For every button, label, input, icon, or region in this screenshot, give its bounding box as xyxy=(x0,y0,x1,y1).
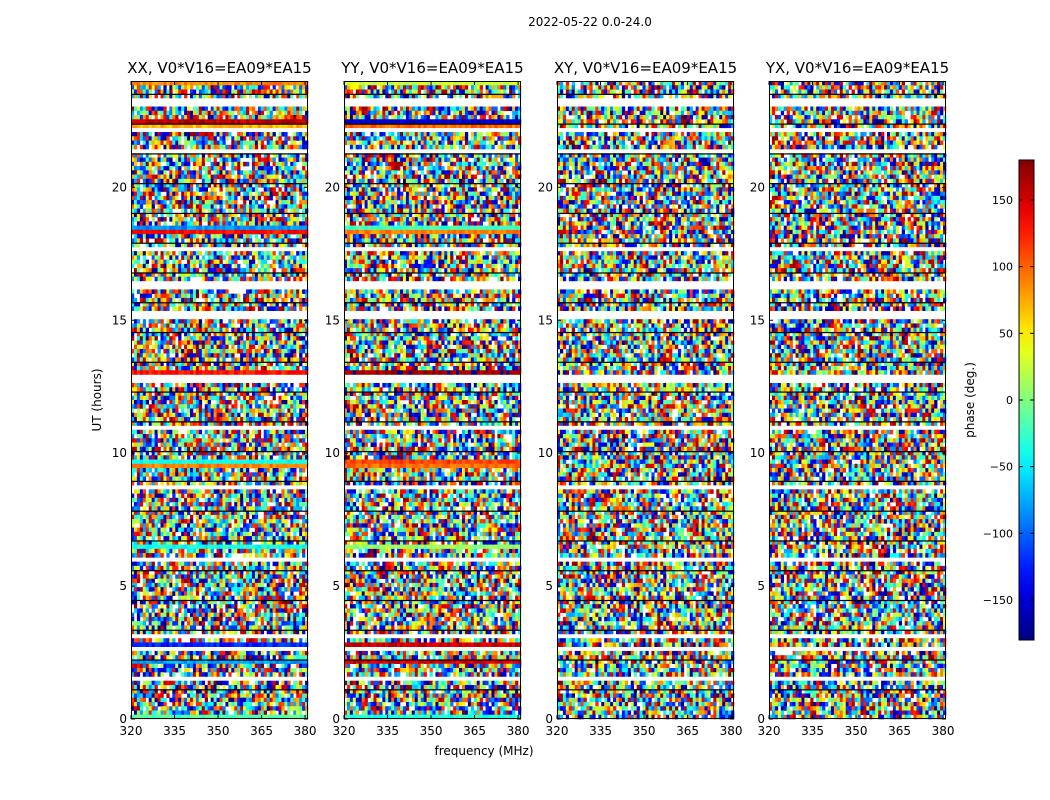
y-tick-label: 10 xyxy=(112,446,127,460)
phase-waterfall xyxy=(557,81,735,720)
y-tick-label: 20 xyxy=(538,180,553,194)
phase-waterfall xyxy=(344,81,522,720)
x-tick-label: 335 xyxy=(589,724,612,738)
y-tick-label: 15 xyxy=(750,313,765,327)
panel-title: XY, V0*V16=EA09*EA15 xyxy=(554,59,737,77)
panel-yy: YY, V0*V16=EA09*EA15 320 335 350 365 380 0 5 10 1… xyxy=(325,59,530,738)
panel-title: YX, V0*V16=EA09*EA15 xyxy=(765,59,949,77)
y-tick-label: 20 xyxy=(112,180,127,194)
x-tick-label: 350 xyxy=(633,724,656,738)
y-tick-label: 10 xyxy=(325,446,340,460)
colorbar-tick-label: 150 xyxy=(992,194,1013,207)
panel-yx: YX, V0*V16=EA09*EA15 320 335 350 365 380 0 5 10 1… xyxy=(750,59,955,738)
phase-waterfall xyxy=(131,81,309,720)
x-tick-label: 365 xyxy=(463,724,486,738)
x-tick-label: 335 xyxy=(163,724,186,738)
colorbar-label: phase (deg.) xyxy=(963,362,977,438)
x-tick-label: 320 xyxy=(333,724,356,738)
y-tick-label: 15 xyxy=(325,313,340,327)
x-tick-label: 350 xyxy=(845,724,868,738)
phase-waterfall xyxy=(769,81,947,720)
x-tick-label: 380 xyxy=(507,724,530,738)
x-tick-label: 320 xyxy=(546,724,569,738)
x-axis-label: frequency (MHz) xyxy=(434,744,533,758)
colorbar-tick-label: −150 xyxy=(983,594,1013,607)
y-tick-label: 20 xyxy=(750,180,765,194)
y-tick-label: 15 xyxy=(538,313,553,327)
y-tick-label: 0 xyxy=(332,712,340,726)
panel-frame xyxy=(769,81,946,719)
y-tick-label: 10 xyxy=(750,446,765,460)
x-tick-label: 365 xyxy=(888,724,911,738)
x-tick-label: 365 xyxy=(676,724,699,738)
x-tick-label: 320 xyxy=(758,724,781,738)
panel-frame xyxy=(131,81,308,719)
x-tick-label: 380 xyxy=(932,724,955,738)
y-tick-label: 10 xyxy=(538,446,553,460)
y-tick-label: 15 xyxy=(112,313,127,327)
panels: XX, V0*V16=EA09*EA15 320 335 350 365 380 0 5 10 1… xyxy=(112,59,955,738)
x-tick-label: 335 xyxy=(376,724,399,738)
y-axis-label: UT (hours) xyxy=(90,368,104,431)
y-tick-label: 5 xyxy=(545,579,553,593)
panel-frame xyxy=(344,81,521,719)
y-tick-label: 0 xyxy=(757,712,765,726)
colorbar-tick-label: −50 xyxy=(990,461,1013,474)
y-tick-label: 0 xyxy=(119,712,127,726)
panel-xy: XY, V0*V16=EA09*EA15 320 335 350 365 380 0 5 10 1… xyxy=(538,59,743,738)
y-tick-label: 0 xyxy=(545,712,553,726)
x-tick-label: 365 xyxy=(250,724,273,738)
x-tick-label: 335 xyxy=(801,724,824,738)
colorbar: −150 −100 −50 0 50 100 150 xyxy=(983,159,1035,641)
panel-title: XX, V0*V16=EA09*EA15 xyxy=(127,59,311,77)
colorbar-tick-label: 0 xyxy=(1006,394,1013,407)
x-tick-label: 380 xyxy=(294,724,317,738)
figure-suptitle: 2022-05-22 0.0-24.0 xyxy=(528,15,652,29)
x-tick-label: 350 xyxy=(420,724,443,738)
panel-xx: XX, V0*V16=EA09*EA15 320 335 350 365 380 0 5 10 1… xyxy=(112,59,317,738)
panel-frame xyxy=(557,81,734,719)
x-tick-label: 380 xyxy=(720,724,743,738)
x-tick-label: 350 xyxy=(207,724,230,738)
panel-title: YY, V0*V16=EA09*EA15 xyxy=(340,59,523,77)
y-tick-label: 20 xyxy=(325,180,340,194)
x-tick-label: 320 xyxy=(120,724,143,738)
colorbar-tick-label: 100 xyxy=(992,261,1013,274)
colorbar-tick-label: 50 xyxy=(999,327,1013,340)
y-tick-label: 5 xyxy=(332,579,340,593)
y-tick-label: 5 xyxy=(119,579,127,593)
colorbar-tick-label: −100 xyxy=(983,527,1013,540)
y-tick-label: 5 xyxy=(757,579,765,593)
